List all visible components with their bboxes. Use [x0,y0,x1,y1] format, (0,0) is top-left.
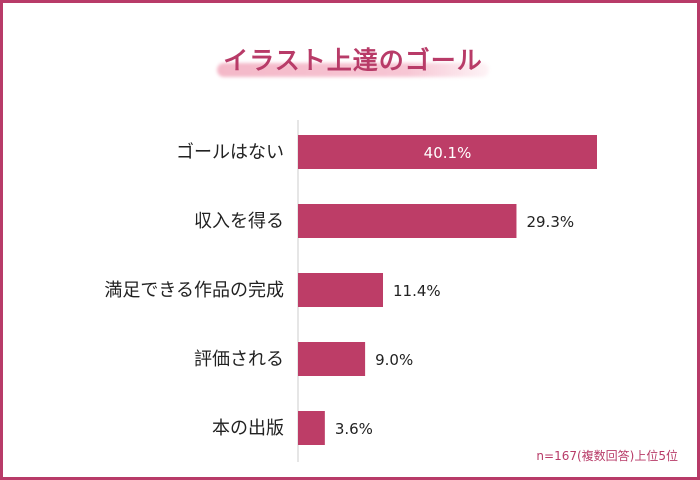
title-highlight [217,63,489,77]
value-label-1: 40.1% [424,144,472,162]
value-label-5: 3.6% [335,420,373,438]
bar-2 [298,204,517,238]
bar-4 [298,342,366,376]
chart-title: イラスト上達のゴール [223,46,483,75]
value-label-2: 29.3% [526,213,574,231]
category-label-1: ゴールはない [176,142,284,163]
value-label-3: 11.4% [393,282,441,300]
sample-note: n=167(複数回答)上位5位 [536,449,678,463]
bar-3 [298,273,384,307]
category-label-5: 本の出版 [212,418,284,439]
value-label-4: 9.0% [375,351,413,369]
category-label-3: 満足できる作品の完成 [104,280,284,301]
title-block: イラスト上達のゴール [213,39,493,83]
bar-5 [298,411,325,445]
category-label-4: 評価される [194,349,284,370]
category-label-2: 収入を得る [194,211,284,232]
bars-group: ゴールはない 40.1% 収入を得る 29.3% 満足できる作品の完成 11.4% 評価され… [104,135,597,445]
bar-1 [298,135,597,169]
